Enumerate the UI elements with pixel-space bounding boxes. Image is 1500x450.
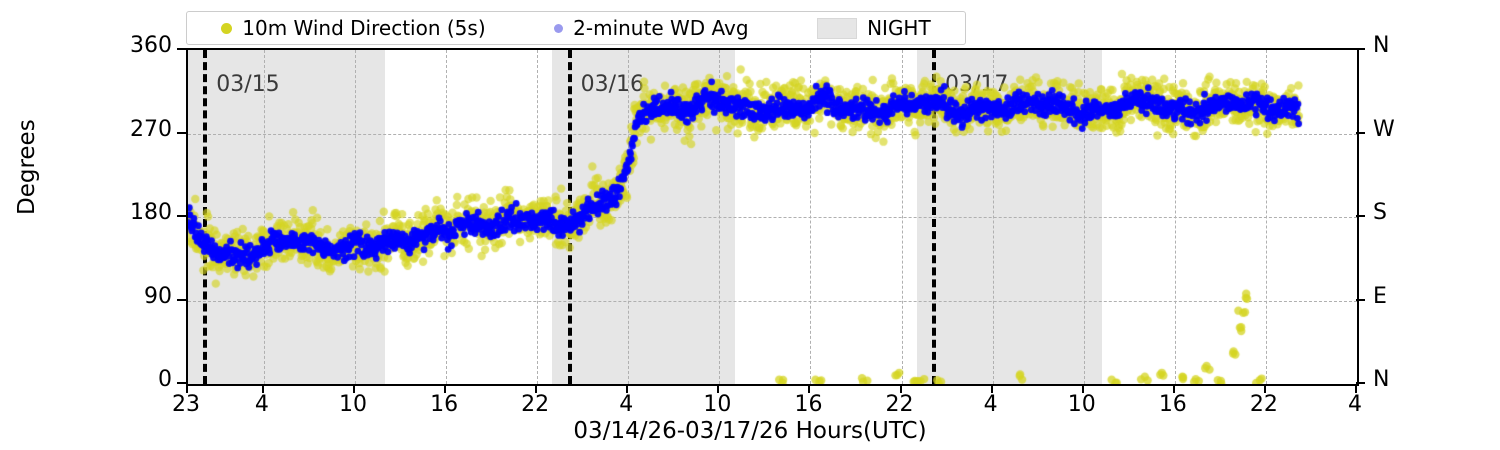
x-tick-mark [186,384,188,393]
y-tick-mark [177,131,186,134]
right-y-tick-label: N [1373,367,1390,392]
scatter-canvas [188,50,1357,384]
x-tick-label: 16 [1158,392,1187,417]
x-tick-label: 22 [1249,392,1278,417]
right-y-tick-label: W [1373,116,1395,142]
x-tick-label: 16 [430,392,459,417]
right-y-tick-label: E [1373,283,1387,309]
x-tick-label: 4 [254,392,269,417]
x-tick-label: 16 [794,392,823,417]
right-y-tick-mark [1356,48,1365,50]
x-tick-label: 4 [1348,392,1362,417]
x-tick-label: 22 [521,392,550,417]
x-axis-title: 03/14/26-03/17/26 Hours(UTC) [573,418,927,444]
y-tick-label: 180 [130,200,172,225]
y-tick-label: 270 [130,116,172,142]
y-tick-label: 0 [158,367,172,392]
right-y-tick-mark [1356,131,1365,134]
x-tick-mark [626,384,629,393]
x-tick-mark [1081,384,1084,393]
x-tick-label: 23 [172,392,200,417]
legend-patch-night-icon [817,17,858,39]
plot-area [186,48,1359,386]
y-axis-title: Degrees [14,119,40,215]
legend-item-2-minute-avg[interactable]: 2-minute WD Avg [554,16,749,40]
x-tick-mark [261,384,264,393]
y-tick-mark [177,298,186,301]
y-tick-label: 90 [144,283,172,309]
y-tick-mark [177,382,186,384]
x-tick-mark [808,384,811,393]
right-y-tick-label: S [1373,200,1387,225]
x-tick-label: 10 [703,392,732,417]
y-tick-mark [177,215,186,217]
x-tick-mark [899,384,902,393]
right-y-tick-mark [1356,298,1365,301]
x-tick-mark [990,384,993,393]
legend-marker-2-minute-avg-icon [554,23,564,33]
x-tick-mark [353,384,355,393]
x-tick-label: 10 [339,392,367,417]
x-tick-mark [1263,384,1266,393]
x-tick-mark [717,384,720,393]
y-tick-mark [177,48,186,50]
x-tick-mark [1172,384,1175,393]
x-tick-label: 4 [983,392,998,417]
legend-label-2-minute-avg: 2-minute WD Avg [573,16,749,40]
right-y-tick-mark [1356,382,1365,384]
x-tick-mark [535,384,538,393]
legend-marker-10m-wind-direction-icon [221,22,233,34]
legend-item-night[interactable]: NIGHT [817,16,931,40]
x-tick-label: 4 [619,392,634,417]
x-tick-mark [444,384,447,393]
chart-legend: 10m Wind Direction (5s) 2-minute WD Avg … [186,11,966,45]
y-tick-label: 360 [130,33,172,58]
x-tick-mark [1355,384,1357,393]
right-y-tick-mark [1356,215,1365,217]
legend-label-night: NIGHT [867,16,931,40]
legend-label-10m-wind-direction: 10m Wind Direction (5s) [242,16,486,40]
x-tick-label: 22 [885,392,914,417]
legend-item-10m-wind-direction[interactable]: 10m Wind Direction (5s) [221,16,486,40]
x-tick-label: 10 [1067,392,1096,417]
right-y-tick-label: N [1373,33,1390,58]
